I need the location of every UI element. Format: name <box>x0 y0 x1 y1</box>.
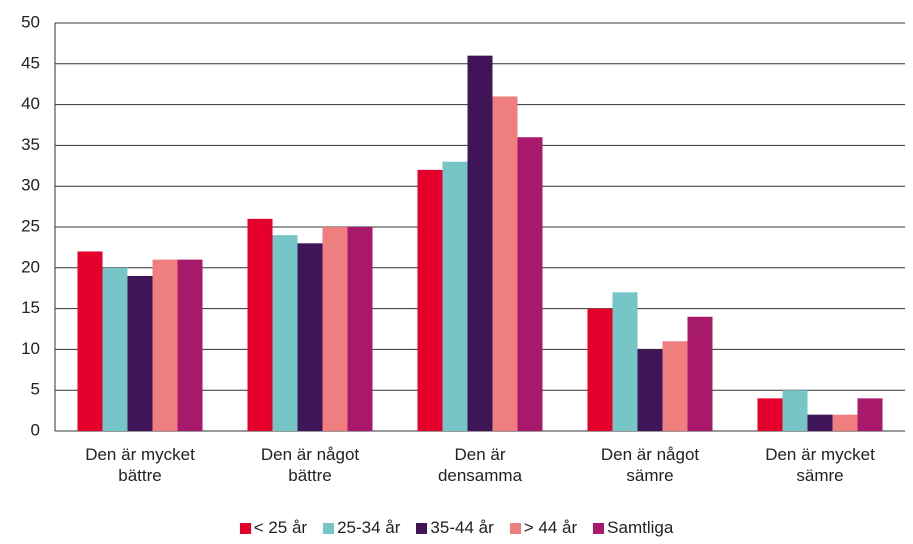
bar <box>782 390 808 431</box>
bar <box>127 275 153 431</box>
y-tick-label: 0 <box>31 420 40 439</box>
x-tick-label: Den är något bättre <box>260 445 360 485</box>
y-tick-label: 35 <box>21 135 40 154</box>
bar <box>517 137 543 432</box>
bar <box>757 398 783 431</box>
bar <box>102 267 128 431</box>
bar <box>272 235 298 431</box>
legend-label: 25-34 år <box>337 518 401 537</box>
bar <box>177 259 203 431</box>
bar <box>347 227 373 431</box>
bar <box>587 308 613 431</box>
x-tick-label: Den är mycket bättre <box>85 445 195 485</box>
legend-label: Samtliga <box>607 518 674 537</box>
bar <box>662 341 688 431</box>
legend-swatch <box>239 522 251 534</box>
y-tick-label: 30 <box>21 176 40 195</box>
bar <box>322 227 348 431</box>
bar <box>832 414 858 431</box>
bar <box>612 292 638 431</box>
legend-swatch <box>416 522 428 534</box>
y-tick-label: 5 <box>31 380 40 399</box>
x-tick-label: Den är mycket sämre <box>765 445 875 485</box>
legend-label: < 25 år <box>253 518 308 537</box>
legend: < 25 år 25-34 år 35-44 år > 44 år Samtliga <box>0 518 913 538</box>
legend-swatch <box>323 522 335 534</box>
y-tick-label: 20 <box>21 257 40 276</box>
legend-item: 25-34 år <box>323 518 400 538</box>
bar <box>687 316 713 431</box>
y-tick-label: 15 <box>21 298 40 317</box>
bar <box>442 161 468 431</box>
bar <box>807 414 833 431</box>
bar <box>77 251 103 431</box>
legend-item: < 25 år <box>239 518 308 538</box>
legend-label: 35-44 år <box>430 518 494 537</box>
legend-item: 35-44 år <box>416 518 494 538</box>
bar <box>152 259 178 431</box>
y-tick-label: 45 <box>21 53 40 72</box>
legend-item: Samtliga <box>593 518 673 538</box>
bar <box>857 398 883 431</box>
y-tick-label: 10 <box>21 339 40 358</box>
x-tick-label: Den är densamma <box>437 445 523 485</box>
bar <box>247 218 273 431</box>
legend-label: > 44 år <box>523 518 578 537</box>
bar <box>297 243 323 431</box>
legend-item: > 44 år <box>509 518 578 538</box>
bar <box>492 96 518 431</box>
y-tick-label: 50 <box>21 12 40 31</box>
y-tick-label: 40 <box>21 94 40 113</box>
bar <box>637 349 663 431</box>
bar <box>467 55 493 431</box>
x-tick-label: Den är något sämre <box>600 445 700 485</box>
legend-swatch <box>509 522 521 534</box>
bar <box>417 169 443 431</box>
y-tick-label: 25 <box>21 216 40 235</box>
legend-swatch <box>593 522 605 534</box>
